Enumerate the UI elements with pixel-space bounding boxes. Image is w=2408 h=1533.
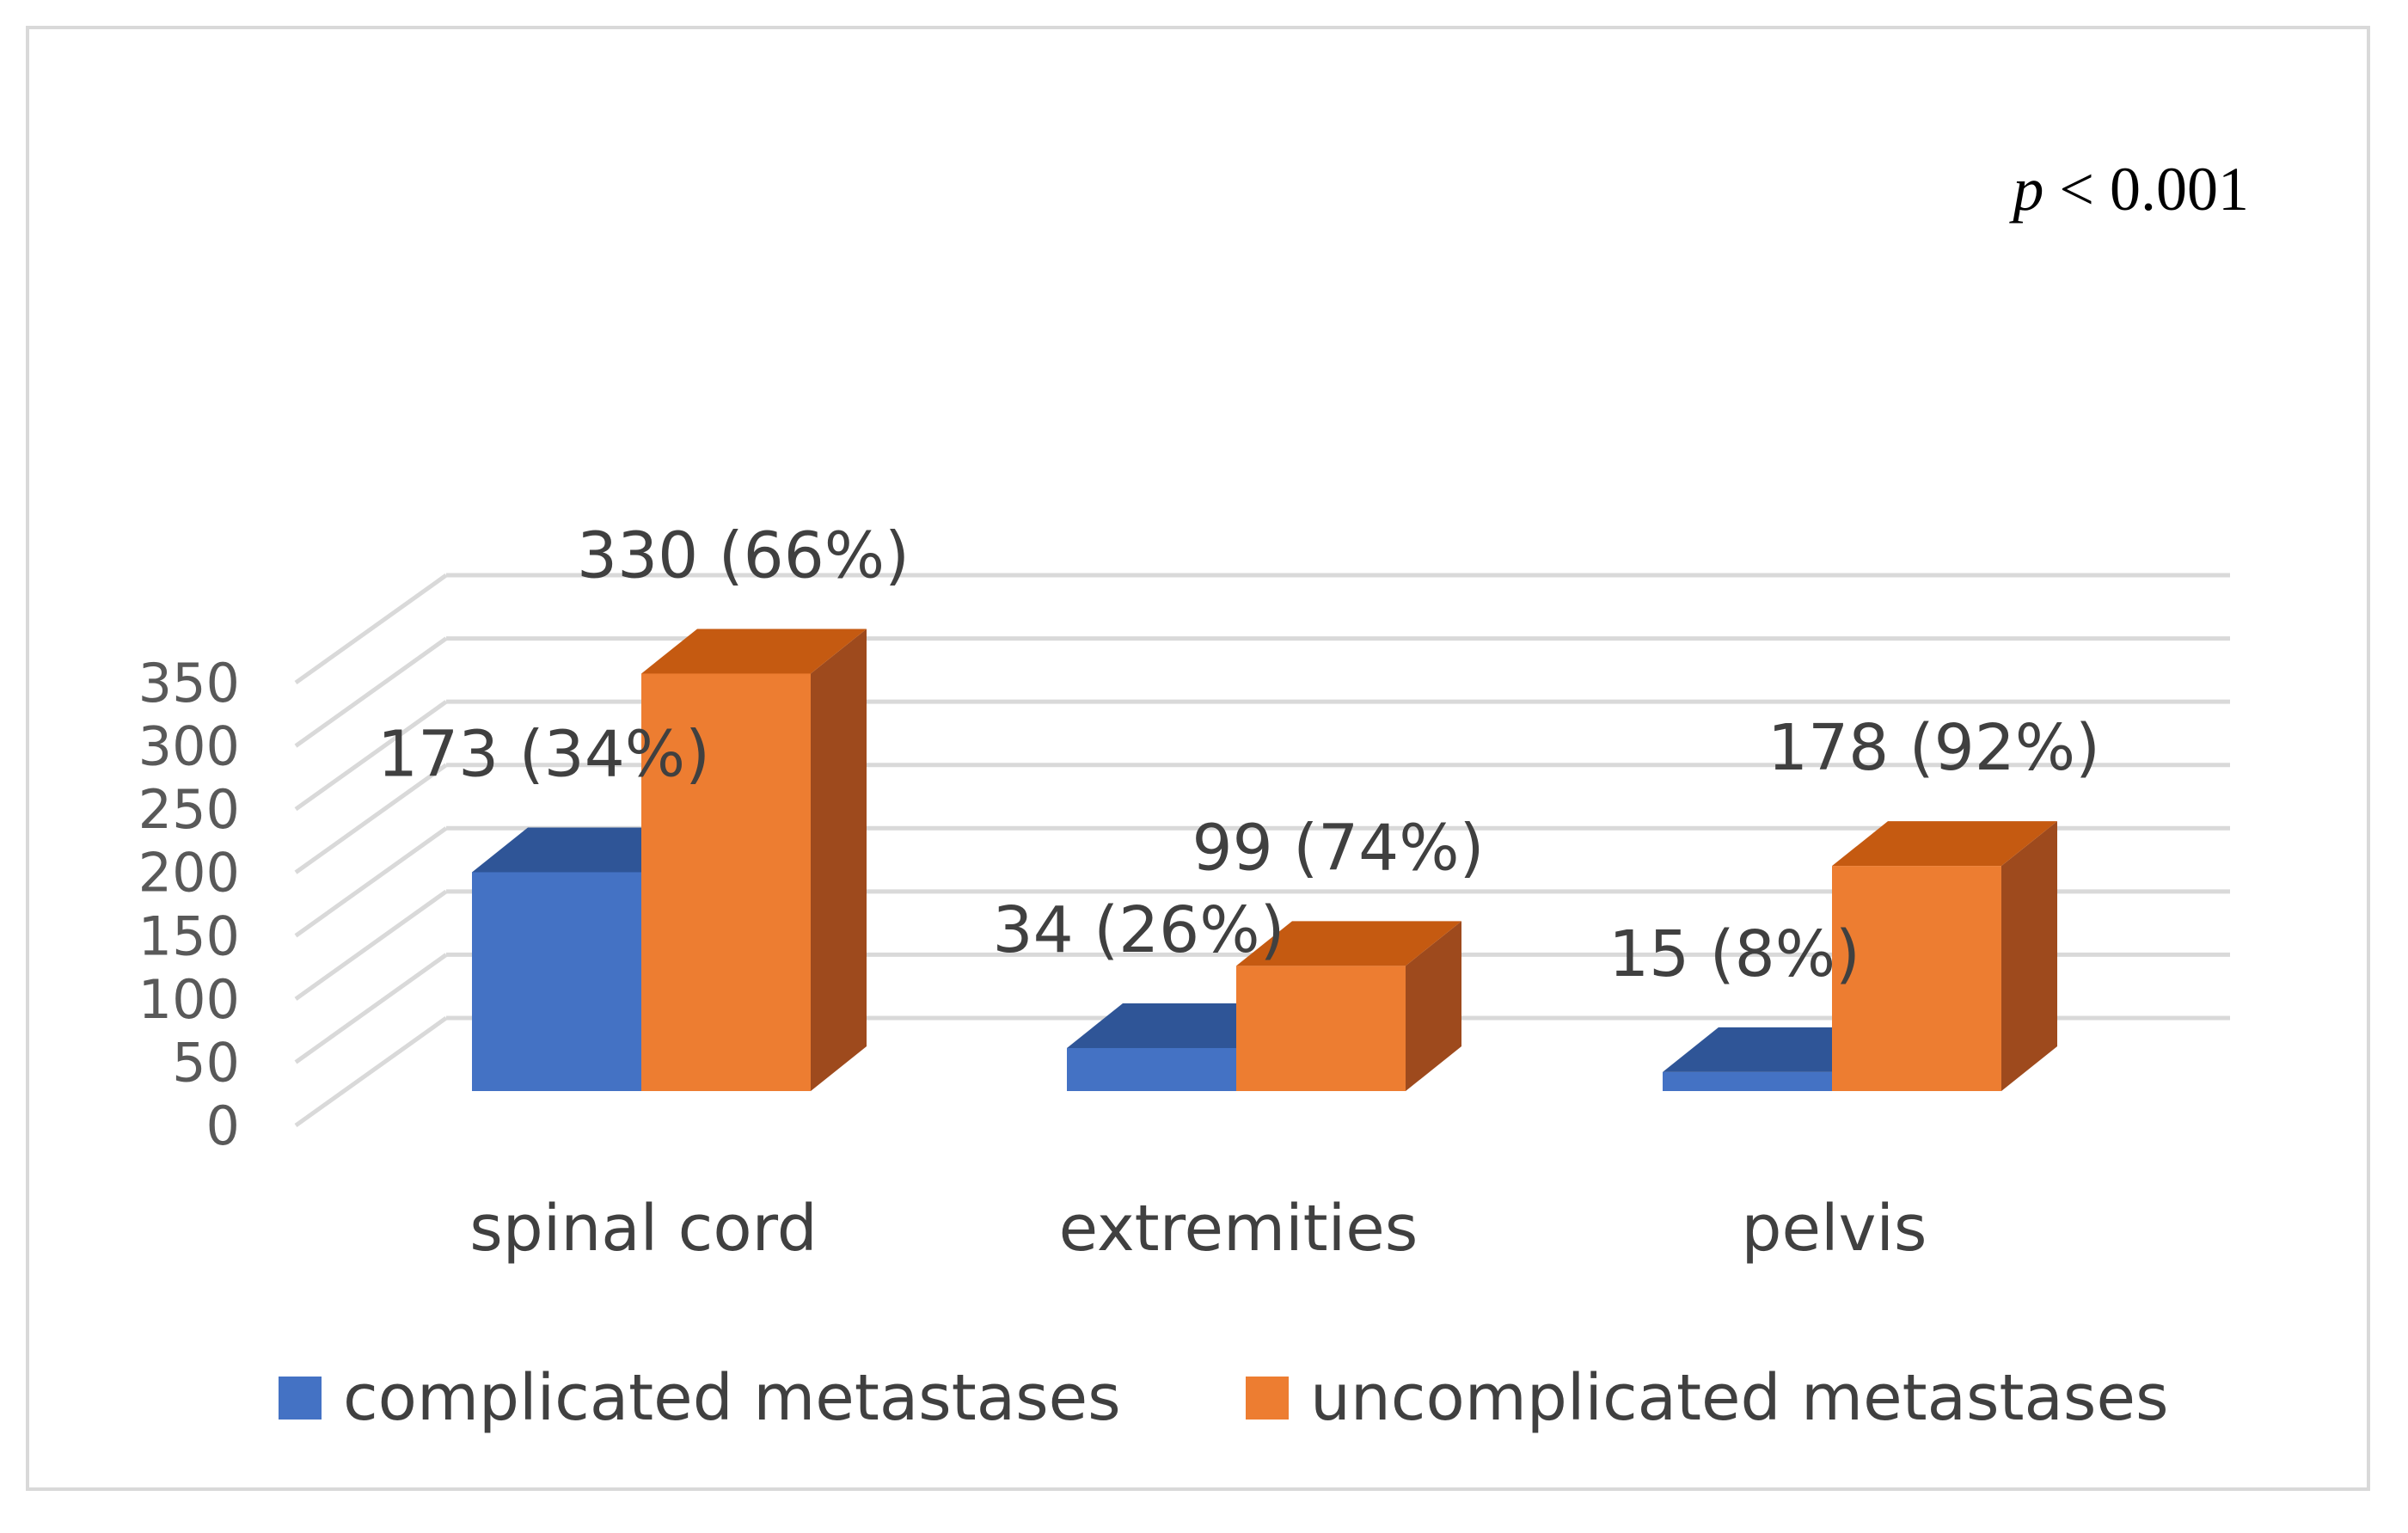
- data-label: 173 (34%): [377, 717, 710, 791]
- legend-swatch: [1246, 1377, 1289, 1420]
- y-tick-label: 350: [138, 652, 240, 714]
- gridline-diagonal: [294, 953, 448, 1064]
- legend-swatch: [279, 1377, 322, 1420]
- gridline-diagonal: [294, 700, 448, 812]
- bar: [472, 872, 641, 1091]
- data-label: 15 (8%): [1608, 917, 1860, 991]
- bar-top-face: [472, 827, 697, 873]
- legend-label: uncomplicated metastases: [1310, 1361, 2169, 1435]
- data-label: 178 (92%): [1768, 711, 2100, 785]
- gridline-diagonal: [294, 1015, 448, 1128]
- data-label: 330 (66%): [577, 518, 910, 592]
- category-label: spinal cord: [469, 1192, 817, 1266]
- bar-top-face: [1832, 821, 2057, 867]
- gridline-diagonal: [294, 763, 448, 874]
- bar-top-face: [1067, 1003, 1292, 1048]
- y-tick-label: 200: [138, 842, 240, 904]
- bar-top-face: [1663, 1027, 1888, 1072]
- y-tick-label: 50: [172, 1031, 240, 1094]
- y-tick-label: 300: [138, 715, 240, 778]
- bar: [1663, 1071, 1832, 1091]
- legend-label: complicated metastases: [343, 1361, 1121, 1435]
- gridline-diagonal: [294, 889, 448, 1001]
- bar: [1236, 966, 1406, 1091]
- bar: [641, 673, 811, 1091]
- bar-top-face: [1236, 921, 1461, 966]
- bar: [1832, 866, 2001, 1091]
- y-tick-label: 0: [206, 1095, 240, 1157]
- chart-frame: 0 50 100 150 200 250 300 350 173 (34%) 330 (66%)…: [26, 26, 2370, 1491]
- gridline-diagonal: [294, 573, 448, 685]
- gridline-diagonal: [294, 826, 448, 938]
- category-label: extremities: [1059, 1192, 1418, 1266]
- category-label: pelvis: [1742, 1192, 1927, 1266]
- y-tick-label: 150: [138, 904, 240, 967]
- data-label: 34 (26%): [993, 893, 1285, 967]
- data-label: 99 (74%): [1192, 811, 1485, 885]
- y-tick-label: 100: [138, 968, 240, 1031]
- p-value-annotation: p < 0.001: [2008, 155, 2249, 224]
- gridline-diagonal: [294, 636, 448, 748]
- bar-side-face: [1406, 921, 1461, 1091]
- y-tick-label: 250: [138, 778, 240, 841]
- bar-side-face: [811, 629, 867, 1091]
- bar-side-face: [2001, 821, 2057, 1091]
- bar-top-face: [641, 629, 867, 674]
- bar: [1067, 1047, 1236, 1091]
